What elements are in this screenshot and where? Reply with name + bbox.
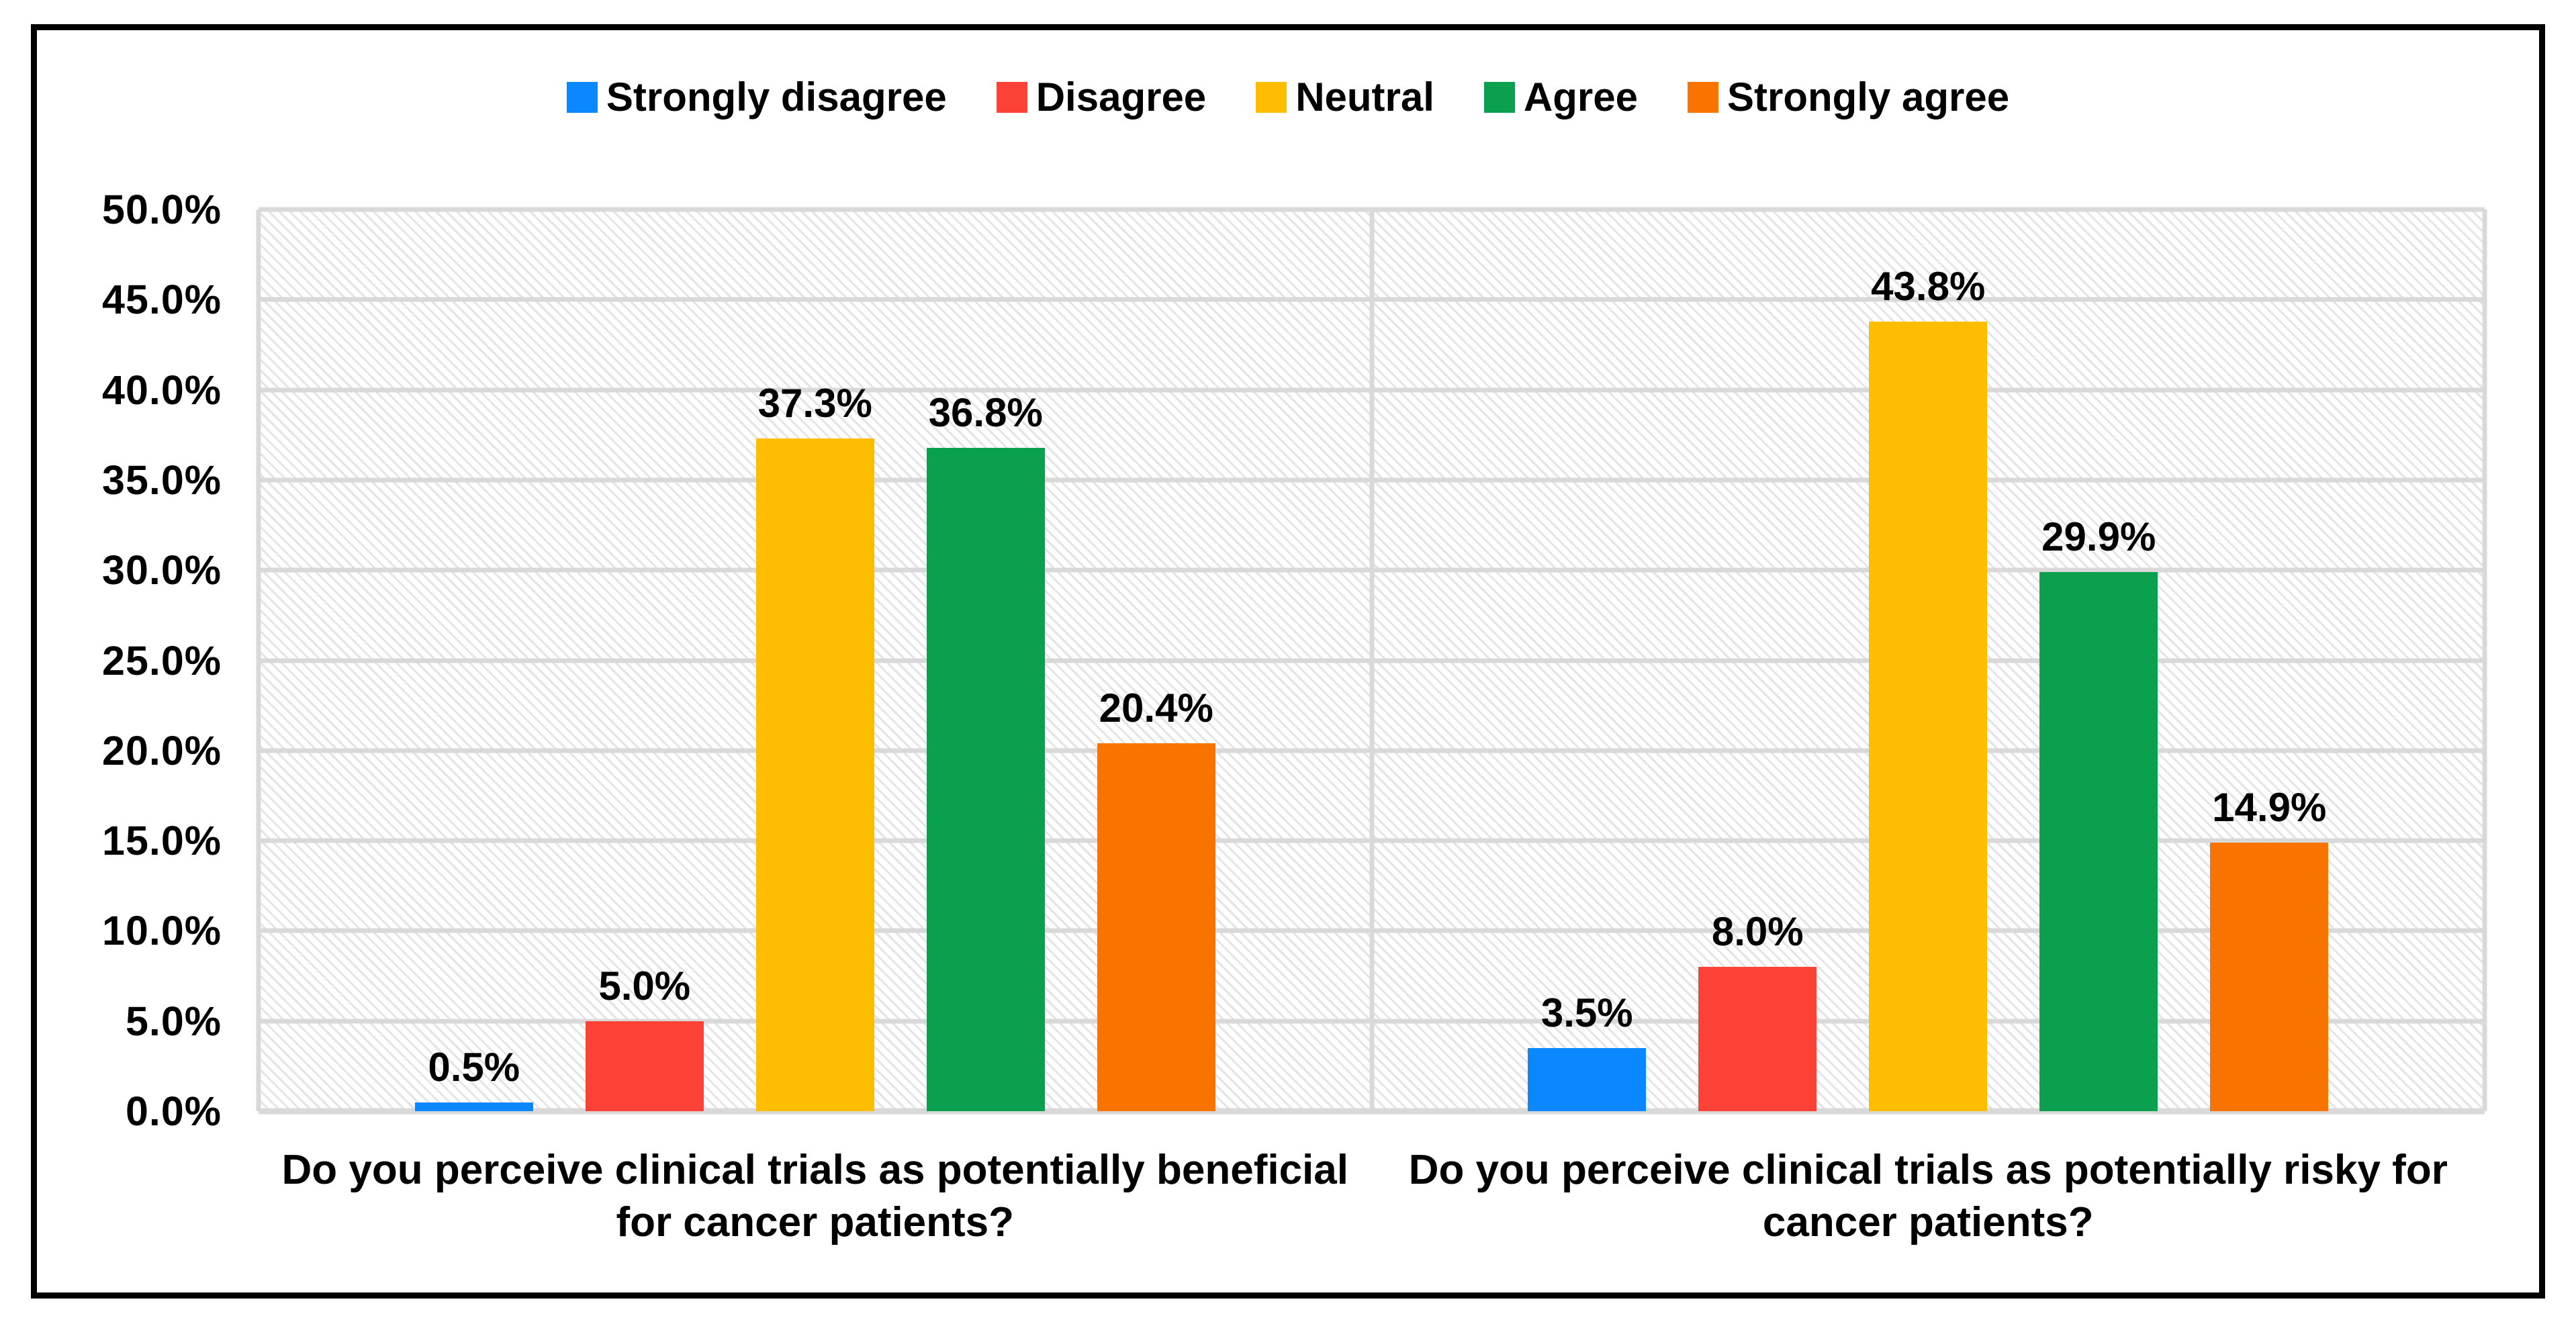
legend-item-disagree: Disagree: [996, 75, 1207, 120]
bar-neutral: 37.3%: [755, 381, 874, 1111]
bar-agree: 36.8%: [926, 390, 1045, 1111]
bar-value-label: 43.8%: [1871, 263, 1986, 309]
bar-value-label: 5.0%: [598, 963, 691, 1008]
bar-neutral: 43.8%: [1869, 264, 1988, 1111]
y-axis-tick-label: 0.0%: [125, 1088, 222, 1134]
legend-item-agree: Agree: [1483, 75, 1638, 120]
legend: Strongly disagree Disagree Neutral Agree Str…: [0, 75, 2576, 120]
y-axis-tick-label: 20.0%: [102, 727, 222, 773]
bar-value-label: 20.4%: [1099, 686, 1213, 731]
x-axis-line: [259, 1108, 2485, 1115]
vertical-gridline: [2482, 209, 2487, 1111]
legend-item-strongly-agree: Strongly agree: [1687, 75, 2010, 120]
y-axis-tick-label: 50.0%: [102, 187, 222, 232]
bar-group-2: 3.5% 8.0% 43.8% 29.9% 14.9%: [1372, 209, 2485, 1111]
legend-item-strongly-disagree: Strongly disagree: [566, 75, 947, 120]
y-axis-tick-label: 10.0%: [102, 908, 222, 954]
bar-strongly-disagree: 0.5%: [414, 1045, 533, 1111]
legend-label: Strongly agree: [1727, 75, 2010, 120]
y-axis: 0.0% 5.0% 10.0% 15.0% 20.0% 25.0% 30.0% 35.0% 40…: [27, 187, 222, 1134]
bar-groups: 0.5% 5.0% 37.3% 36.8% 20.4% 3.5% 8.0% 43.8% 29.9…: [259, 209, 2485, 1111]
bar-value-label: 29.9%: [2041, 514, 2156, 559]
bar-strongly-disagree: 3.5%: [1528, 990, 1647, 1111]
y-axis-tick-label: 15.0%: [102, 818, 222, 864]
y-axis-tick-label: 30.0%: [102, 547, 222, 594]
legend-label: Strongly disagree: [606, 75, 947, 120]
y-axis-tick-label: 5.0%: [125, 998, 222, 1044]
vertical-gridline: [256, 209, 261, 1111]
y-axis-tick-label: 25.0%: [102, 637, 222, 684]
vertical-gridline: [1369, 209, 1374, 1111]
bar-value-label: 36.8%: [928, 389, 1043, 435]
bar-value-label: 37.3%: [757, 381, 872, 426]
bar-strongly-agree: 20.4%: [1097, 686, 1215, 1111]
bar-strongly-agree: 14.9%: [2210, 785, 2329, 1111]
legend-swatch-icon: [1256, 82, 1287, 113]
bar-disagree: 5.0%: [585, 963, 704, 1111]
legend-label: Disagree: [1036, 75, 1207, 120]
category-label-2: Do you perceive clinical trials as poten…: [1408, 1147, 2448, 1246]
bar-agree: 29.9%: [2039, 514, 2158, 1111]
bar-value-label: 8.0%: [1711, 909, 1804, 955]
y-axis-tick-label: 45.0%: [102, 277, 222, 323]
bar-value-label: 3.5%: [1540, 990, 1633, 1035]
legend-swatch-icon: [1483, 82, 1515, 113]
legend-swatch-icon: [1687, 82, 1718, 113]
bar-value-label: 14.9%: [2212, 784, 2327, 830]
bar-value-label: 0.5%: [428, 1044, 520, 1090]
bar-group-1: 0.5% 5.0% 37.3% 36.8% 20.4%: [259, 209, 1372, 1111]
legend-item-neutral: Neutral: [1256, 75, 1434, 120]
legend-swatch-icon: [996, 82, 1027, 113]
y-axis-tick-label: 35.0%: [102, 457, 222, 503]
category-label-1: Do you perceive clinical trials as poten…: [281, 1147, 1348, 1246]
plot-area: 0.5% 5.0% 37.3% 36.8% 20.4% 3.5% 8.0% 43.8% 29.9…: [256, 207, 2487, 1115]
y-axis-tick-label: 40.0%: [102, 367, 222, 413]
bar-disagree: 8.0%: [1698, 909, 1817, 1111]
legend-label: Agree: [1523, 75, 1638, 120]
legend-label: Neutral: [1295, 75, 1434, 120]
legend-swatch-icon: [566, 82, 598, 113]
